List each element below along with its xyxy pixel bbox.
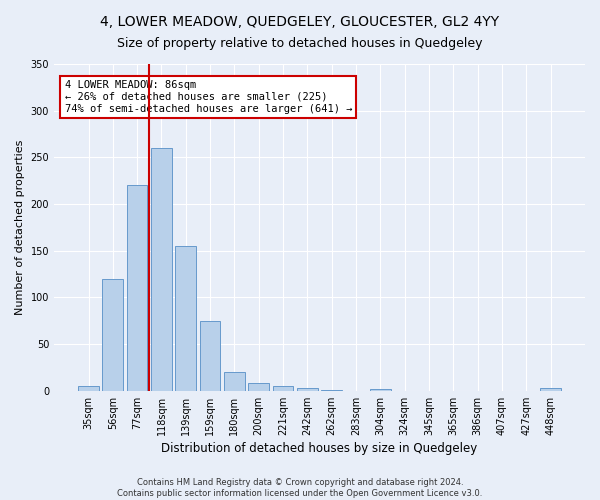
Bar <box>322 390 342 391</box>
Bar <box>175 246 196 391</box>
Bar <box>540 388 561 391</box>
Bar <box>78 386 99 391</box>
Text: Size of property relative to detached houses in Quedgeley: Size of property relative to detached ho… <box>117 38 483 51</box>
Bar <box>103 279 123 391</box>
Text: Contains HM Land Registry data © Crown copyright and database right 2024.
Contai: Contains HM Land Registry data © Crown c… <box>118 478 482 498</box>
Text: 4 LOWER MEADOW: 86sqm
← 26% of detached houses are smaller (225)
74% of semi-det: 4 LOWER MEADOW: 86sqm ← 26% of detached … <box>65 80 352 114</box>
Bar <box>127 186 148 391</box>
X-axis label: Distribution of detached houses by size in Quedgeley: Distribution of detached houses by size … <box>161 442 478 455</box>
Y-axis label: Number of detached properties: Number of detached properties <box>15 140 25 315</box>
Text: 4, LOWER MEADOW, QUEDGELEY, GLOUCESTER, GL2 4YY: 4, LOWER MEADOW, QUEDGELEY, GLOUCESTER, … <box>100 15 500 29</box>
Bar <box>224 372 245 391</box>
Bar <box>273 386 293 391</box>
Bar <box>370 389 391 391</box>
Bar <box>151 148 172 391</box>
Bar <box>297 388 317 391</box>
Bar <box>248 384 269 391</box>
Bar <box>200 321 220 391</box>
